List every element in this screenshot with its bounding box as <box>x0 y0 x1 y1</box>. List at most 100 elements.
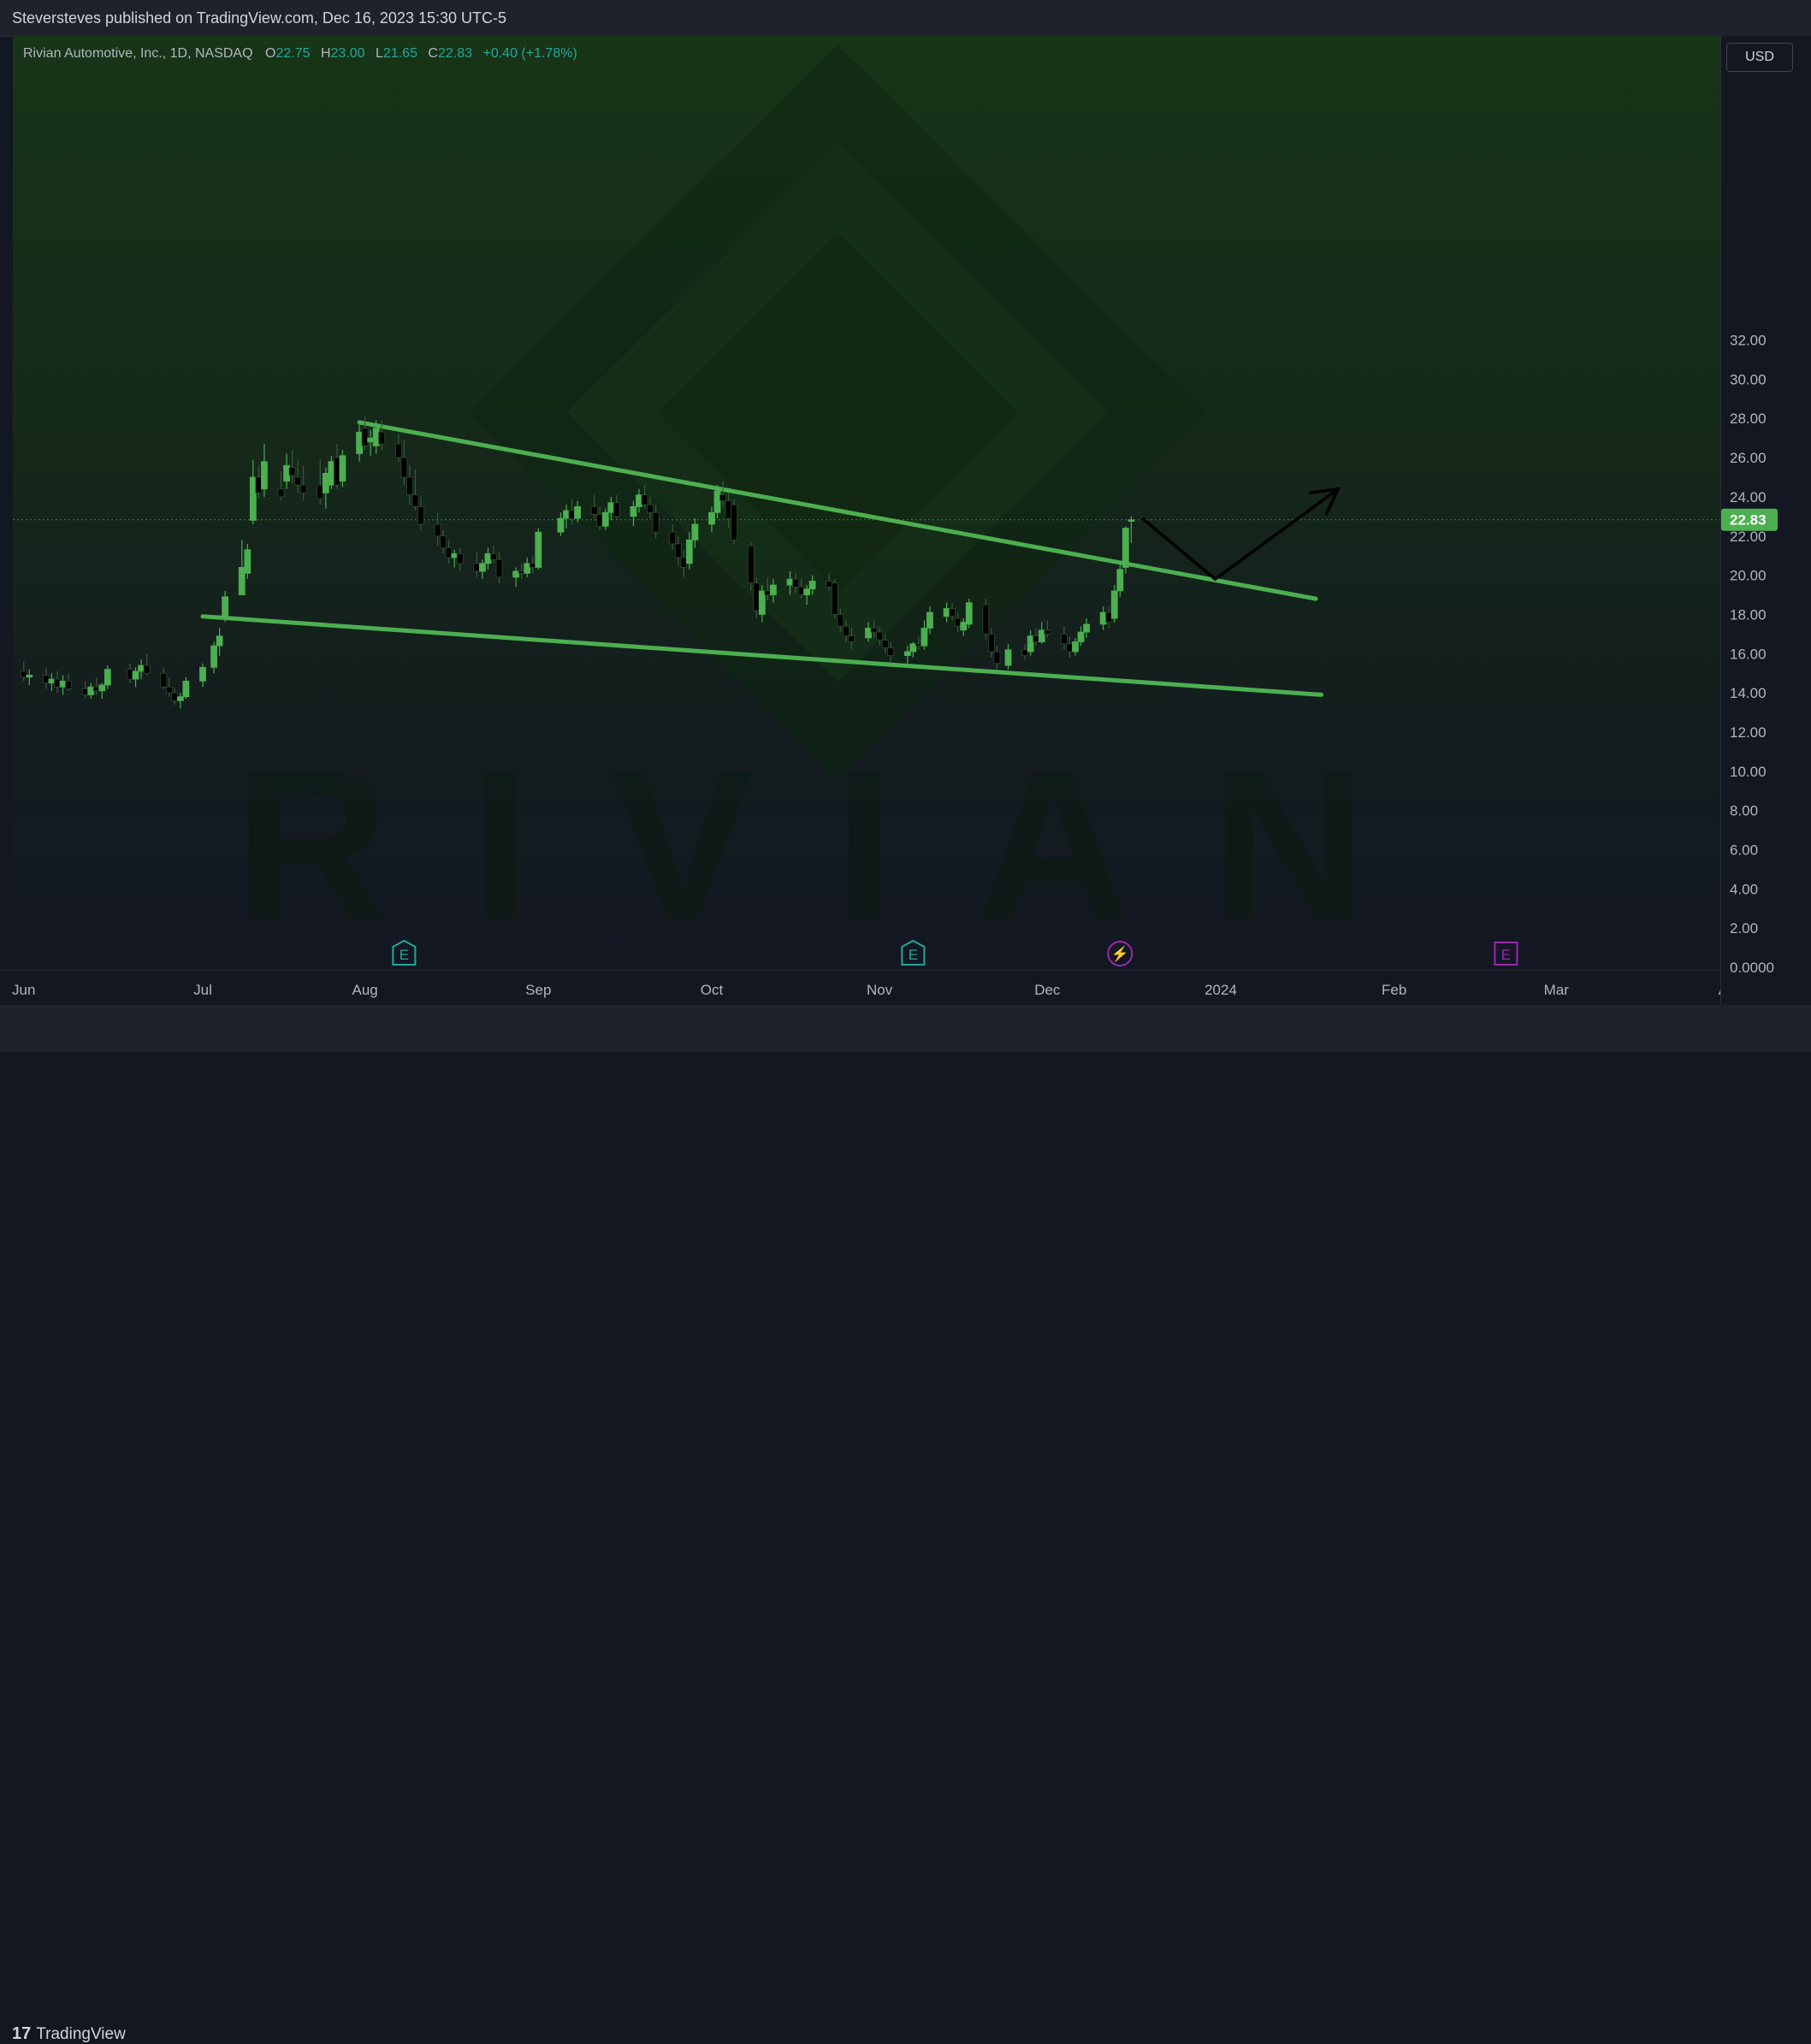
candle <box>1122 526 1129 574</box>
candle <box>557 512 565 536</box>
candle <box>92 676 100 695</box>
candle <box>288 449 296 483</box>
legend-high-label: H <box>320 46 331 61</box>
candle <box>926 606 933 635</box>
price-tick-label: 30.00 <box>1730 371 1767 387</box>
publisher-bar: Steversteves published on TradingView.co… <box>0 0 1811 37</box>
time-tick-label: 2024 <box>1204 982 1237 998</box>
chart-area[interactable]: RIVIAN E E ⚡ E <box>13 36 1720 970</box>
tradingview-icon: 17 <box>12 2024 32 2043</box>
trendline-upper[interactable] <box>357 420 1318 601</box>
candle <box>1077 626 1085 647</box>
candle <box>98 682 106 699</box>
candle <box>138 659 145 680</box>
time-tick-label: Apr <box>1719 982 1720 998</box>
candle <box>484 547 492 570</box>
candle <box>328 455 335 489</box>
candle <box>770 579 777 603</box>
footer-bar: 17 TradingView <box>0 1005 1811 2043</box>
candle <box>255 465 263 499</box>
price-tick-label: 16.00 <box>1730 646 1767 662</box>
candle <box>1004 643 1012 670</box>
candle <box>199 663 206 688</box>
candle <box>20 661 27 682</box>
time-tick-label: Dec <box>1034 982 1061 998</box>
price-tick-label: 22.00 <box>1730 529 1767 545</box>
candle <box>808 575 816 595</box>
candle <box>1021 643 1029 660</box>
event-marker-earnings-upcoming[interactable]: E <box>1494 942 1518 966</box>
price-tick-label: 4.00 <box>1730 881 1758 897</box>
publisher-text: Steversteves published on TradingView.co… <box>12 9 506 27</box>
candle <box>960 618 968 636</box>
price-tick-label: 8.00 <box>1730 803 1758 819</box>
price-tick-label: 2.00 <box>1730 920 1758 936</box>
candle <box>719 481 726 507</box>
legend-change: +0.40 (+1.78%) <box>482 46 577 61</box>
candle <box>1105 606 1113 629</box>
projection-path[interactable] <box>1141 487 1340 582</box>
candle <box>406 465 413 505</box>
candle <box>630 500 637 527</box>
tradingview-logo[interactable]: 17 TradingView <box>12 2024 126 2044</box>
candlestick-chart[interactable]: RIVIAN E E ⚡ E <box>13 36 1720 970</box>
candle <box>1033 628 1040 647</box>
flash-icon: ⚡ <box>1111 945 1129 963</box>
projection-arrowhead <box>1309 487 1341 517</box>
legend-close-label: C <box>428 46 438 61</box>
candles <box>20 416 1135 709</box>
time-tick-label: Sep <box>525 982 551 998</box>
time-tick-label: Mar <box>1544 982 1570 998</box>
candle <box>887 641 895 662</box>
price-tick-label: 12.00 <box>1730 724 1767 741</box>
ohlc-legend: Rivian Automotive, Inc., 1D, NASDAQ O22.… <box>23 46 577 62</box>
candle <box>317 459 324 505</box>
candle <box>473 552 481 577</box>
candle <box>613 494 620 519</box>
candle <box>1061 626 1068 650</box>
legend-open-value: 22.75 <box>275 46 311 61</box>
candle <box>490 546 497 564</box>
candle <box>210 641 217 674</box>
candle <box>244 543 252 580</box>
currency-button[interactable]: USD <box>1726 43 1793 72</box>
event-marker-earnings[interactable]: E <box>901 939 926 966</box>
candle <box>299 465 307 501</box>
candle <box>81 681 89 699</box>
candle <box>434 512 441 546</box>
candle <box>1072 637 1079 656</box>
candle <box>641 485 648 509</box>
candle <box>831 579 838 619</box>
event-marker-dividend-flash[interactable]: ⚡ <box>1107 941 1133 966</box>
rivian-logo-watermark <box>469 44 1206 780</box>
candle <box>691 518 699 548</box>
event-markers[interactable]: E E ⚡ E <box>392 939 1518 966</box>
candle <box>988 628 995 658</box>
candle <box>1116 563 1124 597</box>
trendline-lower[interactable] <box>200 614 1324 697</box>
time-tick-label: Jun <box>12 982 35 998</box>
projection-arrow[interactable] <box>1141 487 1341 582</box>
last-price-text: 22.83 <box>1730 512 1767 529</box>
candle <box>708 506 715 533</box>
watermark-text: RIVIAN <box>234 725 1447 964</box>
candle <box>334 444 340 489</box>
candle <box>445 540 453 564</box>
candle <box>601 508 609 530</box>
candle <box>731 499 738 544</box>
candle <box>238 540 246 595</box>
event-marker-earnings[interactable]: E <box>392 939 417 966</box>
candle <box>1099 606 1107 630</box>
price-tick-label: 14.00 <box>1730 685 1767 701</box>
candle <box>440 529 447 554</box>
candle <box>1110 585 1118 623</box>
candle <box>590 494 598 519</box>
candle <box>394 434 402 462</box>
candle <box>837 608 844 633</box>
time-axis[interactable]: Jun Jul Aug Sep Oct Nov Dec 2024 Feb Mar Apr <box>0 970 1742 1006</box>
earnings-icon: E <box>399 947 409 963</box>
candle <box>143 653 151 676</box>
trendlines[interactable] <box>200 420 1324 697</box>
price-axis[interactable]: 32.00 30.00 28.00 26.00 24.00 22.00 20.00 18.00… <box>1720 36 1811 1005</box>
price-tick-label: 32.00 <box>1730 333 1767 349</box>
